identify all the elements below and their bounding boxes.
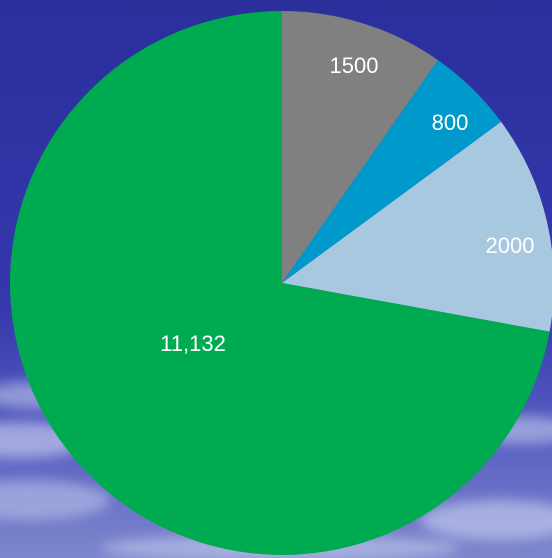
pie-slice-1 — [282, 11, 438, 283]
pie-slice-2 — [282, 60, 502, 284]
pie-slice-label-3: 2000 — [486, 233, 535, 258]
pie-slice-label-1: 1500 — [330, 53, 379, 78]
pie-slice-3 — [282, 121, 552, 332]
pie-slice-label-2: 800 — [432, 110, 469, 135]
pie-labels: 1500 800 2000 11,132 — [160, 53, 534, 356]
pie-slice-label-4: 11,132 — [160, 331, 226, 356]
pie-slice-4 — [10, 11, 550, 555]
pie-slices — [10, 11, 552, 555]
